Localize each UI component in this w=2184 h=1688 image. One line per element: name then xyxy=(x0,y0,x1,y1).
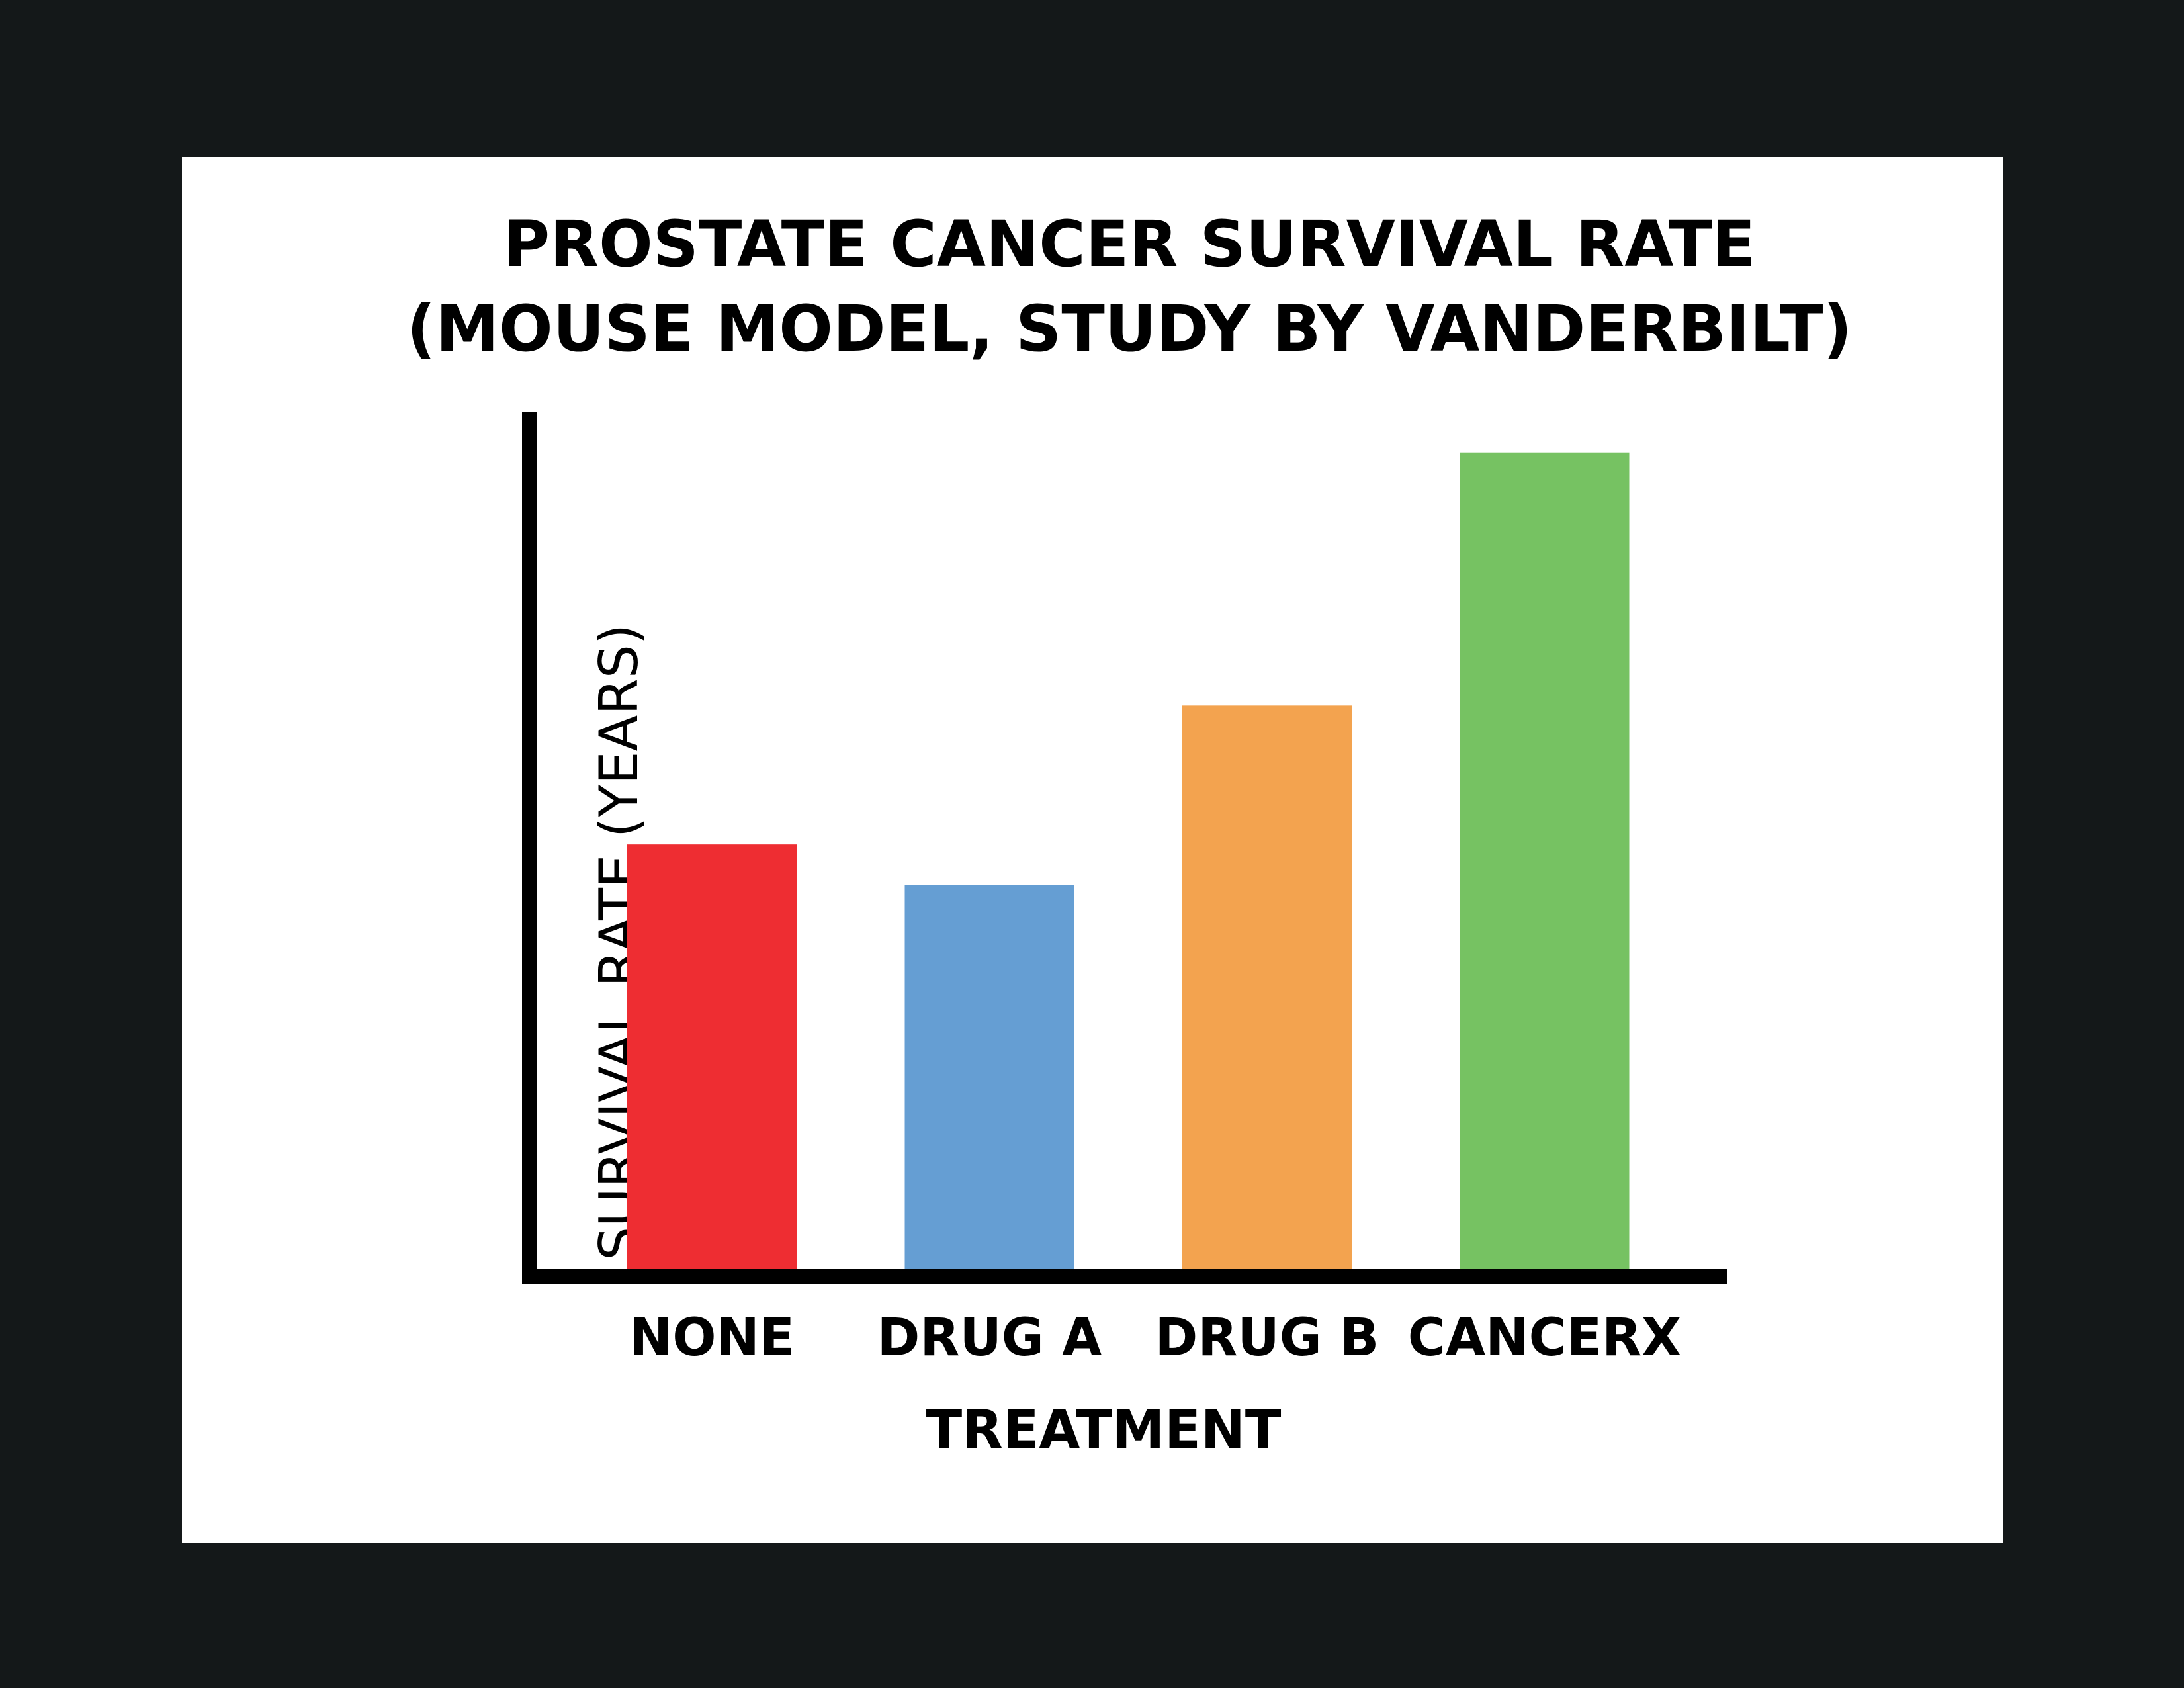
x-axis-label: TREATMENT xyxy=(926,1399,1282,1460)
x-tick-label-drug-b: DRUG B xyxy=(1155,1308,1379,1368)
x-tick-labels: NONE DRUG A DRUG B CANCERX xyxy=(629,1308,1681,1368)
x-tick-label-none: NONE xyxy=(629,1308,795,1368)
x-tick-label-drug-a: DRUG A xyxy=(877,1308,1102,1368)
bar-cancerx xyxy=(1460,452,1630,1269)
x-tick-label-cancerx: CANCERX xyxy=(1408,1308,1682,1368)
bar-none xyxy=(627,844,797,1269)
chart-title: PROSTATE CANCER SURVIVAL RATE xyxy=(503,207,1755,281)
bar-chart: PROSTATE CANCER SURVIVAL RATE (MOUSE MOD… xyxy=(407,207,1853,1460)
bar-drug-a xyxy=(904,885,1074,1269)
chart-subtitle: (MOUSE MODEL, STUDY BY VANDERBILT) xyxy=(407,292,1853,366)
bars-group xyxy=(627,452,1630,1269)
chart-panel: PROSTATE CANCER SURVIVAL RATE (MOUSE MOD… xyxy=(182,157,2003,1543)
bar-drug-b xyxy=(1182,705,1352,1269)
